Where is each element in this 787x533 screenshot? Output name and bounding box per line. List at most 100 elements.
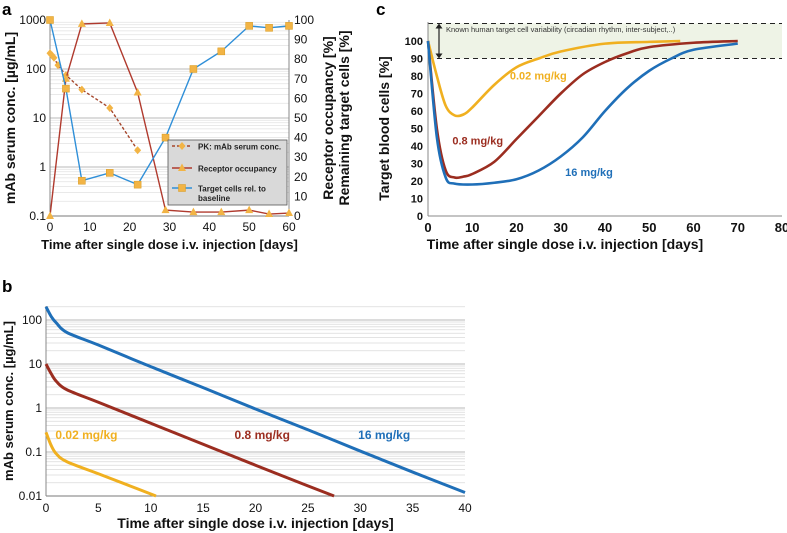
- y-tick-label: 0.01: [19, 489, 43, 503]
- y2-tick-label: 50: [294, 111, 308, 125]
- y-axis-title: Target blood cells [%]: [376, 56, 392, 200]
- data-point: [189, 207, 198, 216]
- x-tick-label: 0: [43, 501, 50, 515]
- x-tick-label: 30: [163, 220, 177, 234]
- x-tick-label: 70: [731, 220, 745, 235]
- x-tick-label: 10: [144, 501, 158, 515]
- data-point: [245, 22, 253, 30]
- series-label: 0.8 mg/kg: [452, 135, 503, 147]
- series-label: 0.8 mg/kg: [235, 428, 290, 442]
- panel-label-b: b: [2, 277, 12, 296]
- y-tick-label: 20: [411, 176, 423, 188]
- x-tick-label: 20: [123, 220, 137, 234]
- panel-label-a: a: [2, 0, 12, 19]
- x-tick-label: 30: [354, 501, 368, 515]
- x-tick-label: 50: [642, 220, 656, 235]
- y-tick-label: 60: [411, 106, 423, 118]
- series-label: 0.02 mg/kg: [55, 428, 117, 442]
- x-tick-label: 10: [465, 220, 479, 235]
- data-point: [161, 133, 170, 142]
- x-tick-label: 0: [424, 220, 431, 235]
- series-label: 16 mg/kg: [565, 167, 613, 179]
- x-tick-label: 20: [249, 501, 263, 515]
- data-point: [217, 47, 226, 56]
- legend: PK: mAb serum conc. Receptor occupancy Tar…: [167, 139, 288, 206]
- data-point: [50, 53, 58, 62]
- data-point: [78, 85, 86, 94]
- y2-tick-label: 90: [294, 33, 308, 47]
- legend-swatch-marker: [178, 163, 186, 171]
- data-point: [62, 84, 70, 93]
- y-tick-label: 70: [411, 89, 423, 101]
- band-annotation: Known human target cell variability (cir…: [446, 25, 676, 34]
- x-tick-label: 10: [83, 220, 97, 234]
- y-tick-label: 100: [26, 62, 46, 76]
- legend-label: PK: mAb serum conc.: [198, 143, 281, 152]
- data-point: [46, 16, 54, 24]
- panel-a: 0 10 20 30 40 50 60 0.1 1 10 100 1000 0 10 20 30 40 50 60 7…: [2, 13, 352, 252]
- y-axis-title: mAb serum conc. [µg/mL]: [2, 32, 18, 204]
- y-tick-label: 0: [417, 211, 423, 223]
- panel-c: Known human target cell variability (cir…: [376, 22, 787, 252]
- data-point: [285, 22, 293, 30]
- legend-box: [167, 139, 288, 206]
- x-tick-label: 80: [775, 220, 787, 235]
- x-tick-label: 40: [203, 220, 217, 234]
- legend-label: baseline: [198, 194, 231, 203]
- y2-axis-title-1: Receptor occupancy [%]: [320, 36, 336, 199]
- series-line-16-mg-kg: [44, 306, 466, 494]
- y-tick-label: 1000: [19, 13, 46, 27]
- series-line-16-mg-kg: [426, 40, 738, 186]
- data-point: [265, 24, 273, 32]
- x-tick-label: 15: [196, 501, 210, 515]
- y2-tick-label: 100: [294, 13, 314, 27]
- y2-tick-label: 70: [294, 72, 308, 86]
- data-point: [106, 169, 114, 177]
- x-tick-label: 0: [47, 220, 54, 234]
- x-tick-label: 35: [406, 501, 420, 515]
- y2-tick-label: 30: [294, 150, 308, 164]
- legend-swatch-marker: [178, 142, 186, 150]
- y2-tick-label: 40: [294, 131, 308, 145]
- x-tick-label: 50: [242, 220, 256, 234]
- panel-label-c: c: [376, 0, 385, 19]
- series-line-0-8-mg-kg: [44, 363, 335, 498]
- x-tick-label: 25: [301, 501, 315, 515]
- panel-b: 0 5 10 15 20 25 30 35 40 0.01 0.1 1 10 100 Time after …: [1, 306, 472, 531]
- data-point: [217, 207, 226, 216]
- y-tick-label: 30: [411, 159, 423, 171]
- data-point: [134, 146, 142, 155]
- arrow-head-down-icon: [435, 53, 443, 59]
- y-tick-label: 10: [29, 357, 43, 371]
- data-point: [285, 208, 293, 217]
- legend-label: Receptor occupancy: [198, 165, 277, 174]
- data-point: [245, 205, 254, 214]
- x-axis-title: Time after single dose i.v. injection [d…: [117, 515, 393, 531]
- data-point: [133, 180, 142, 189]
- y-tick-label: 1: [35, 401, 42, 415]
- data-point: [133, 88, 142, 96]
- series-label: 16 mg/kg: [358, 428, 410, 442]
- y-tick-label: 0.1: [29, 209, 46, 223]
- x-axis-title: Time after single dose i.v. injection [d…: [427, 236, 703, 252]
- y-tick-label: 90: [411, 54, 423, 66]
- data-point: [106, 103, 114, 112]
- series-line-0-02-mg-kg: [426, 39, 681, 118]
- y2-tick-label: 20: [294, 170, 308, 184]
- y-tick-label: 50: [411, 124, 423, 136]
- y-tick-label: 1: [39, 160, 46, 174]
- x-tick-label: 40: [598, 220, 612, 235]
- y-tick-label: 100: [22, 313, 42, 327]
- arrow-head-up-icon: [435, 23, 443, 29]
- y2-tick-label: 10: [294, 189, 308, 203]
- x-tick-label: 60: [686, 220, 700, 235]
- x-tick-label: 5: [95, 501, 102, 515]
- series-label: 0.02 mg/kg: [510, 71, 567, 83]
- x-tick-label: 40: [458, 501, 472, 515]
- x-tick-label: 20: [509, 220, 523, 235]
- legend-swatch-marker: [178, 184, 186, 192]
- data-point: [77, 19, 86, 27]
- series-line-0-8-mg-kg: [426, 39, 738, 180]
- data-point: [161, 205, 170, 214]
- series-target-cells: [46, 16, 293, 189]
